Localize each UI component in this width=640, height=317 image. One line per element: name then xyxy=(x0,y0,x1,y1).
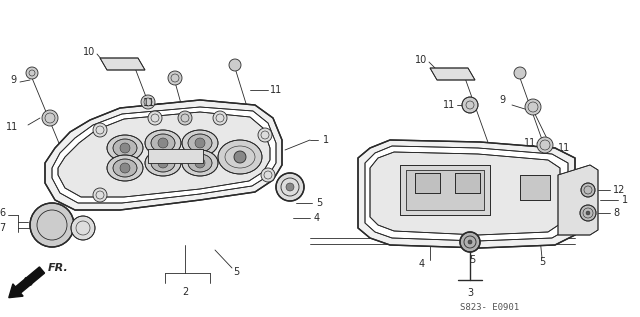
Text: 5: 5 xyxy=(316,198,323,208)
Text: 11: 11 xyxy=(6,122,18,132)
Text: 9: 9 xyxy=(10,75,16,85)
Ellipse shape xyxy=(182,150,218,176)
Bar xyxy=(455,173,480,193)
Text: 11: 11 xyxy=(443,100,455,110)
FancyArrow shape xyxy=(9,267,45,298)
Polygon shape xyxy=(52,107,276,203)
Bar xyxy=(148,149,203,163)
Ellipse shape xyxy=(42,110,58,126)
Polygon shape xyxy=(558,165,598,235)
Text: 4: 4 xyxy=(419,259,425,269)
Ellipse shape xyxy=(218,140,262,174)
Polygon shape xyxy=(100,58,145,70)
Bar xyxy=(406,170,484,210)
Text: 9: 9 xyxy=(499,95,505,105)
Ellipse shape xyxy=(158,138,168,148)
Text: 6: 6 xyxy=(0,208,5,218)
Text: 10: 10 xyxy=(83,47,95,57)
Ellipse shape xyxy=(151,154,175,172)
Ellipse shape xyxy=(113,139,137,157)
Ellipse shape xyxy=(107,135,143,161)
Ellipse shape xyxy=(145,150,181,176)
Text: 12: 12 xyxy=(613,185,625,195)
Polygon shape xyxy=(365,146,568,241)
Ellipse shape xyxy=(525,99,541,115)
Text: 11: 11 xyxy=(558,143,570,153)
Ellipse shape xyxy=(151,134,175,152)
Ellipse shape xyxy=(26,67,38,79)
Text: 7: 7 xyxy=(0,223,5,233)
Ellipse shape xyxy=(234,151,246,163)
Ellipse shape xyxy=(168,71,182,85)
Ellipse shape xyxy=(141,95,155,109)
Ellipse shape xyxy=(120,163,130,173)
Polygon shape xyxy=(358,140,575,248)
Text: 11: 11 xyxy=(524,138,536,148)
Text: 10: 10 xyxy=(415,55,427,65)
Ellipse shape xyxy=(586,211,590,215)
Polygon shape xyxy=(45,100,282,210)
Text: 11: 11 xyxy=(270,85,282,95)
Text: 11: 11 xyxy=(143,98,155,108)
Bar xyxy=(400,165,490,215)
Text: 2: 2 xyxy=(182,287,188,297)
Ellipse shape xyxy=(581,183,595,197)
Ellipse shape xyxy=(213,111,227,125)
Ellipse shape xyxy=(261,168,275,182)
Ellipse shape xyxy=(188,154,212,172)
Bar xyxy=(520,175,550,200)
Polygon shape xyxy=(430,68,475,80)
Ellipse shape xyxy=(93,123,107,137)
Bar xyxy=(520,175,550,200)
Ellipse shape xyxy=(514,67,526,79)
Bar xyxy=(415,173,440,193)
Ellipse shape xyxy=(71,216,95,240)
Ellipse shape xyxy=(107,155,143,181)
Ellipse shape xyxy=(195,158,205,168)
Text: S823- E0901: S823- E0901 xyxy=(460,303,520,313)
Text: FR.: FR. xyxy=(48,263,68,273)
Ellipse shape xyxy=(188,134,212,152)
Bar xyxy=(148,149,203,163)
Bar xyxy=(455,173,480,193)
Text: 4: 4 xyxy=(314,213,320,223)
Text: 1: 1 xyxy=(323,135,329,145)
Ellipse shape xyxy=(462,97,478,113)
Ellipse shape xyxy=(113,159,137,177)
Text: 3: 3 xyxy=(467,288,473,298)
Text: 8: 8 xyxy=(613,208,619,218)
Polygon shape xyxy=(370,152,560,235)
Ellipse shape xyxy=(286,183,294,191)
Bar xyxy=(406,170,484,210)
Ellipse shape xyxy=(258,128,272,142)
Ellipse shape xyxy=(93,188,107,202)
Ellipse shape xyxy=(178,111,192,125)
Ellipse shape xyxy=(468,240,472,244)
Ellipse shape xyxy=(195,138,205,148)
Ellipse shape xyxy=(182,130,218,156)
Polygon shape xyxy=(58,112,270,197)
Ellipse shape xyxy=(229,59,241,71)
Bar xyxy=(415,173,440,193)
Ellipse shape xyxy=(537,137,553,153)
Bar xyxy=(400,165,490,215)
Ellipse shape xyxy=(276,173,304,201)
Ellipse shape xyxy=(148,111,162,125)
Text: 1: 1 xyxy=(622,195,628,205)
Ellipse shape xyxy=(30,203,74,247)
Ellipse shape xyxy=(145,130,181,156)
Ellipse shape xyxy=(158,158,168,168)
Ellipse shape xyxy=(580,205,596,221)
Text: 5: 5 xyxy=(469,255,475,265)
Ellipse shape xyxy=(120,143,130,153)
Text: 5: 5 xyxy=(539,257,545,267)
Ellipse shape xyxy=(460,232,480,252)
Text: 5: 5 xyxy=(233,267,239,277)
